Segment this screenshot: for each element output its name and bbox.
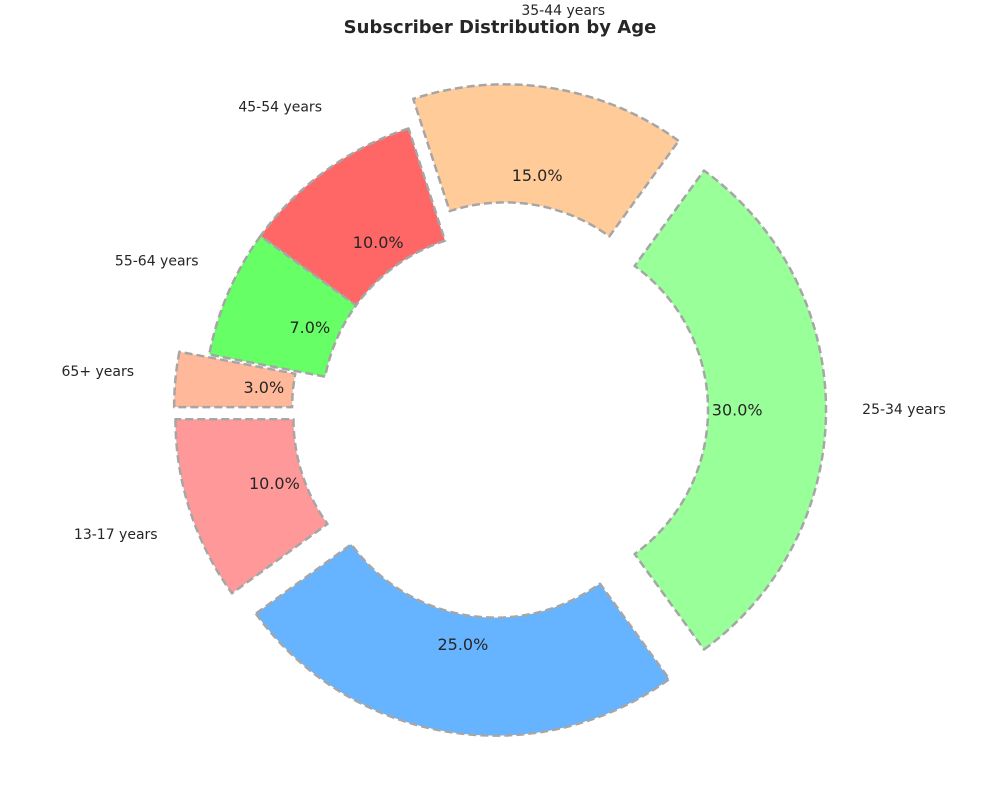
percentage-label-25-34-years: 30.0%: [712, 401, 763, 420]
slice-65plus-years: [172, 350, 297, 409]
slice-25-34-years: [633, 169, 828, 651]
percentage-label-18-24-years: 25.0%: [437, 635, 488, 654]
category-label-35-44-years: 35-44 years: [521, 3, 605, 19]
category-label-13-17-years: 13-17 years: [74, 527, 158, 543]
slice-13-17-years: [174, 418, 329, 595]
percentage-label-13-17-years: 10.0%: [249, 474, 300, 493]
percentage-label-35-44-years: 15.0%: [512, 166, 563, 185]
category-label-25-34-years: 25-34 years: [862, 402, 946, 418]
chart-title: Subscriber Distribution by Age: [344, 17, 657, 38]
category-label-55-64-years: 55-64 years: [115, 253, 199, 269]
slice-35-44-years: [411, 83, 680, 238]
percentage-label-65plus-years: 3.0%: [244, 378, 285, 397]
percentage-label-45-54-years: 10.0%: [353, 233, 404, 252]
percentage-label-55-64-years: 7.0%: [290, 318, 331, 337]
slice-55-64-years: [207, 234, 358, 378]
slices-group: [172, 83, 828, 737]
category-label-65plus-years: 65+ years: [62, 364, 135, 380]
percentage-labels-group: 10.0% 25.0% 30.0% 15.0% 10.0% 7.0% 3.0%: [244, 166, 763, 654]
slice-18-24-years: [254, 543, 671, 737]
category-label-45-54-years: 45-54 years: [238, 99, 322, 115]
